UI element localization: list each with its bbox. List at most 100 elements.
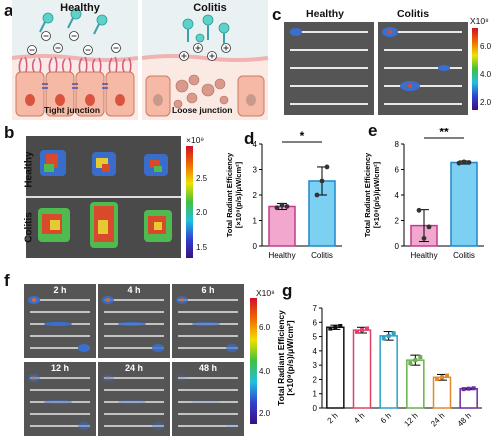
panel-f-image-5: 48 h bbox=[172, 362, 244, 436]
panel-f-colorbar bbox=[250, 298, 257, 424]
bar-2 bbox=[379, 335, 398, 409]
significance-mark: * bbox=[300, 129, 305, 143]
panel-b-label: b bbox=[4, 123, 15, 142]
data-point bbox=[324, 164, 330, 170]
data-point bbox=[466, 160, 472, 165]
panel-f-image-2: 6 h bbox=[172, 284, 244, 358]
panel-f-tick-2: 4.0 bbox=[259, 367, 271, 376]
panel-e-chart: 0 2 4 6 8 Healthy Colitis Total Radiant Efficie… bbox=[363, 128, 484, 260]
panel-c-label: c bbox=[272, 5, 282, 24]
y-tick-label: 2 bbox=[313, 375, 318, 384]
data-point bbox=[360, 328, 364, 333]
y-tick-label: 4 bbox=[395, 191, 400, 200]
panel-f-image-4: 24 h bbox=[98, 362, 170, 436]
y-tick-label: 2 bbox=[395, 217, 400, 226]
panel-a-loose-junction-label: Loose junction bbox=[172, 105, 233, 115]
panel-f-image-1: 4 h bbox=[98, 284, 170, 358]
data-point bbox=[426, 224, 432, 230]
panel-b-scale-exp: ×10⁹ bbox=[186, 135, 205, 145]
y-tick-label: 2 bbox=[253, 191, 258, 200]
y-axis-label: Total Radiant Efficiency bbox=[276, 310, 286, 406]
y-axis-unit: [×10⁹(p/s)/μW/cm²] bbox=[234, 161, 243, 228]
y-tick-label: 7 bbox=[313, 304, 318, 313]
panel-a-label: a bbox=[4, 1, 14, 20]
data-point bbox=[445, 373, 449, 378]
x-tick-label: 12 h bbox=[402, 411, 419, 428]
y-tick-label: 5 bbox=[313, 333, 318, 342]
panel-f-time-label: 24 h bbox=[124, 363, 143, 373]
data-point bbox=[421, 235, 427, 241]
data-point bbox=[456, 160, 462, 166]
y-tick-label: 0 bbox=[313, 404, 318, 413]
y-tick-label: 0 bbox=[253, 242, 258, 251]
panel-c-scale-exp: X10⁸ bbox=[470, 16, 489, 26]
panel-b-row-colitis: Colitis bbox=[23, 212, 35, 243]
bar-4 bbox=[432, 376, 452, 409]
data-point bbox=[338, 324, 343, 328]
y-axis-unit: [×10⁸(p/s)/μW/cm²] bbox=[372, 161, 381, 228]
data-point bbox=[274, 205, 280, 211]
panel-f-time-label: 48 h bbox=[198, 363, 217, 373]
data-point bbox=[284, 204, 290, 209]
y-axis-label: Total Radiant Efficiency bbox=[363, 152, 372, 237]
panel-d-chart: 0 1 2 3 4 Healthy Colitis Total Radiant Efficie… bbox=[225, 129, 342, 260]
panel-a-illustration bbox=[12, 0, 269, 120]
panel-g-chart: 0 1 2 3 4 5 6 7 2 h 4 h 6 h 12 h 24 h 48 h Total Radia… bbox=[276, 304, 482, 428]
panel-c-tick-2: 4.0 bbox=[480, 70, 492, 79]
panel-b-colorbar bbox=[186, 146, 193, 258]
panel-f-label: f bbox=[4, 271, 10, 290]
panel-a-tight-junction-label: Tight junction bbox=[44, 105, 101, 115]
data-point bbox=[365, 326, 369, 331]
chart-axes: 0 1 2 3 4 5 6 7 bbox=[313, 304, 482, 413]
panel-c-image bbox=[284, 22, 468, 115]
panel-c-tick-1: 6.0 bbox=[480, 42, 492, 51]
bar-5 bbox=[459, 387, 478, 409]
data-point bbox=[461, 159, 467, 165]
panel-c-healthy-title: Healthy bbox=[306, 8, 344, 20]
panel-b-tick-2: 2.0 bbox=[196, 208, 208, 217]
panel-f-scale-exp: X10⁸ bbox=[256, 288, 275, 298]
y-axis-label: Total Radiant Efficiency bbox=[225, 152, 234, 237]
data-point bbox=[381, 336, 386, 341]
x-tick-label: Colitis bbox=[453, 251, 475, 260]
x-tick-label: Colitis bbox=[311, 251, 333, 260]
bar-3 bbox=[406, 359, 425, 409]
x-tick-label: Healthy bbox=[268, 251, 295, 260]
bar-0 bbox=[268, 205, 296, 247]
significance-mark: ** bbox=[439, 128, 449, 139]
y-tick-label: 6 bbox=[395, 166, 400, 175]
bar-1 bbox=[450, 161, 478, 247]
x-tick-label: 6 h bbox=[379, 411, 393, 425]
panel-e-label: e bbox=[368, 121, 378, 140]
panel-b-tick-3: 1.5 bbox=[196, 243, 208, 252]
y-tick-label: 1 bbox=[313, 390, 318, 399]
y-tick-label: 3 bbox=[313, 361, 318, 370]
panel-f-images: 2 h 4 h 6 h 12 h 24 h 48 h bbox=[24, 284, 244, 436]
panel-f-time-label: 2 h bbox=[53, 285, 67, 295]
data-point bbox=[408, 361, 413, 366]
panel-f-image-0: 2 h bbox=[24, 284, 96, 358]
y-tick-label: 4 bbox=[253, 140, 258, 149]
panel-c-tick-3: 2.0 bbox=[480, 98, 492, 107]
data-point bbox=[466, 386, 471, 391]
y-tick-label: 1 bbox=[253, 217, 258, 226]
x-tick-label: 48 h bbox=[456, 411, 473, 428]
panel-a-colitis-title: Colitis bbox=[193, 2, 227, 14]
y-tick-label: 3 bbox=[253, 166, 258, 175]
data-point bbox=[328, 326, 333, 331]
x-tick-label: 24 h bbox=[429, 411, 446, 428]
x-tick-label: 4 h bbox=[352, 411, 366, 425]
panel-f-time-label: 4 h bbox=[127, 285, 141, 295]
panel-g-label: g bbox=[282, 281, 293, 300]
y-tick-label: 4 bbox=[313, 347, 318, 356]
panel-f-time-label: 12 h bbox=[50, 363, 69, 373]
y-tick-label: 0 bbox=[395, 242, 400, 251]
panel-b-image: Healthy Colitis bbox=[23, 136, 181, 258]
y-axis-unit: [×10⁹(p/s)/μW/cm²] bbox=[285, 320, 295, 395]
y-tick-label: 8 bbox=[395, 140, 400, 149]
panel-c-colitis-title: Colitis bbox=[396, 8, 430, 20]
data-point bbox=[461, 387, 466, 392]
panel-b-tick-1: 2.5 bbox=[196, 174, 208, 183]
panel-f-tick-1: 6.0 bbox=[259, 323, 271, 332]
data-point bbox=[413, 358, 418, 363]
